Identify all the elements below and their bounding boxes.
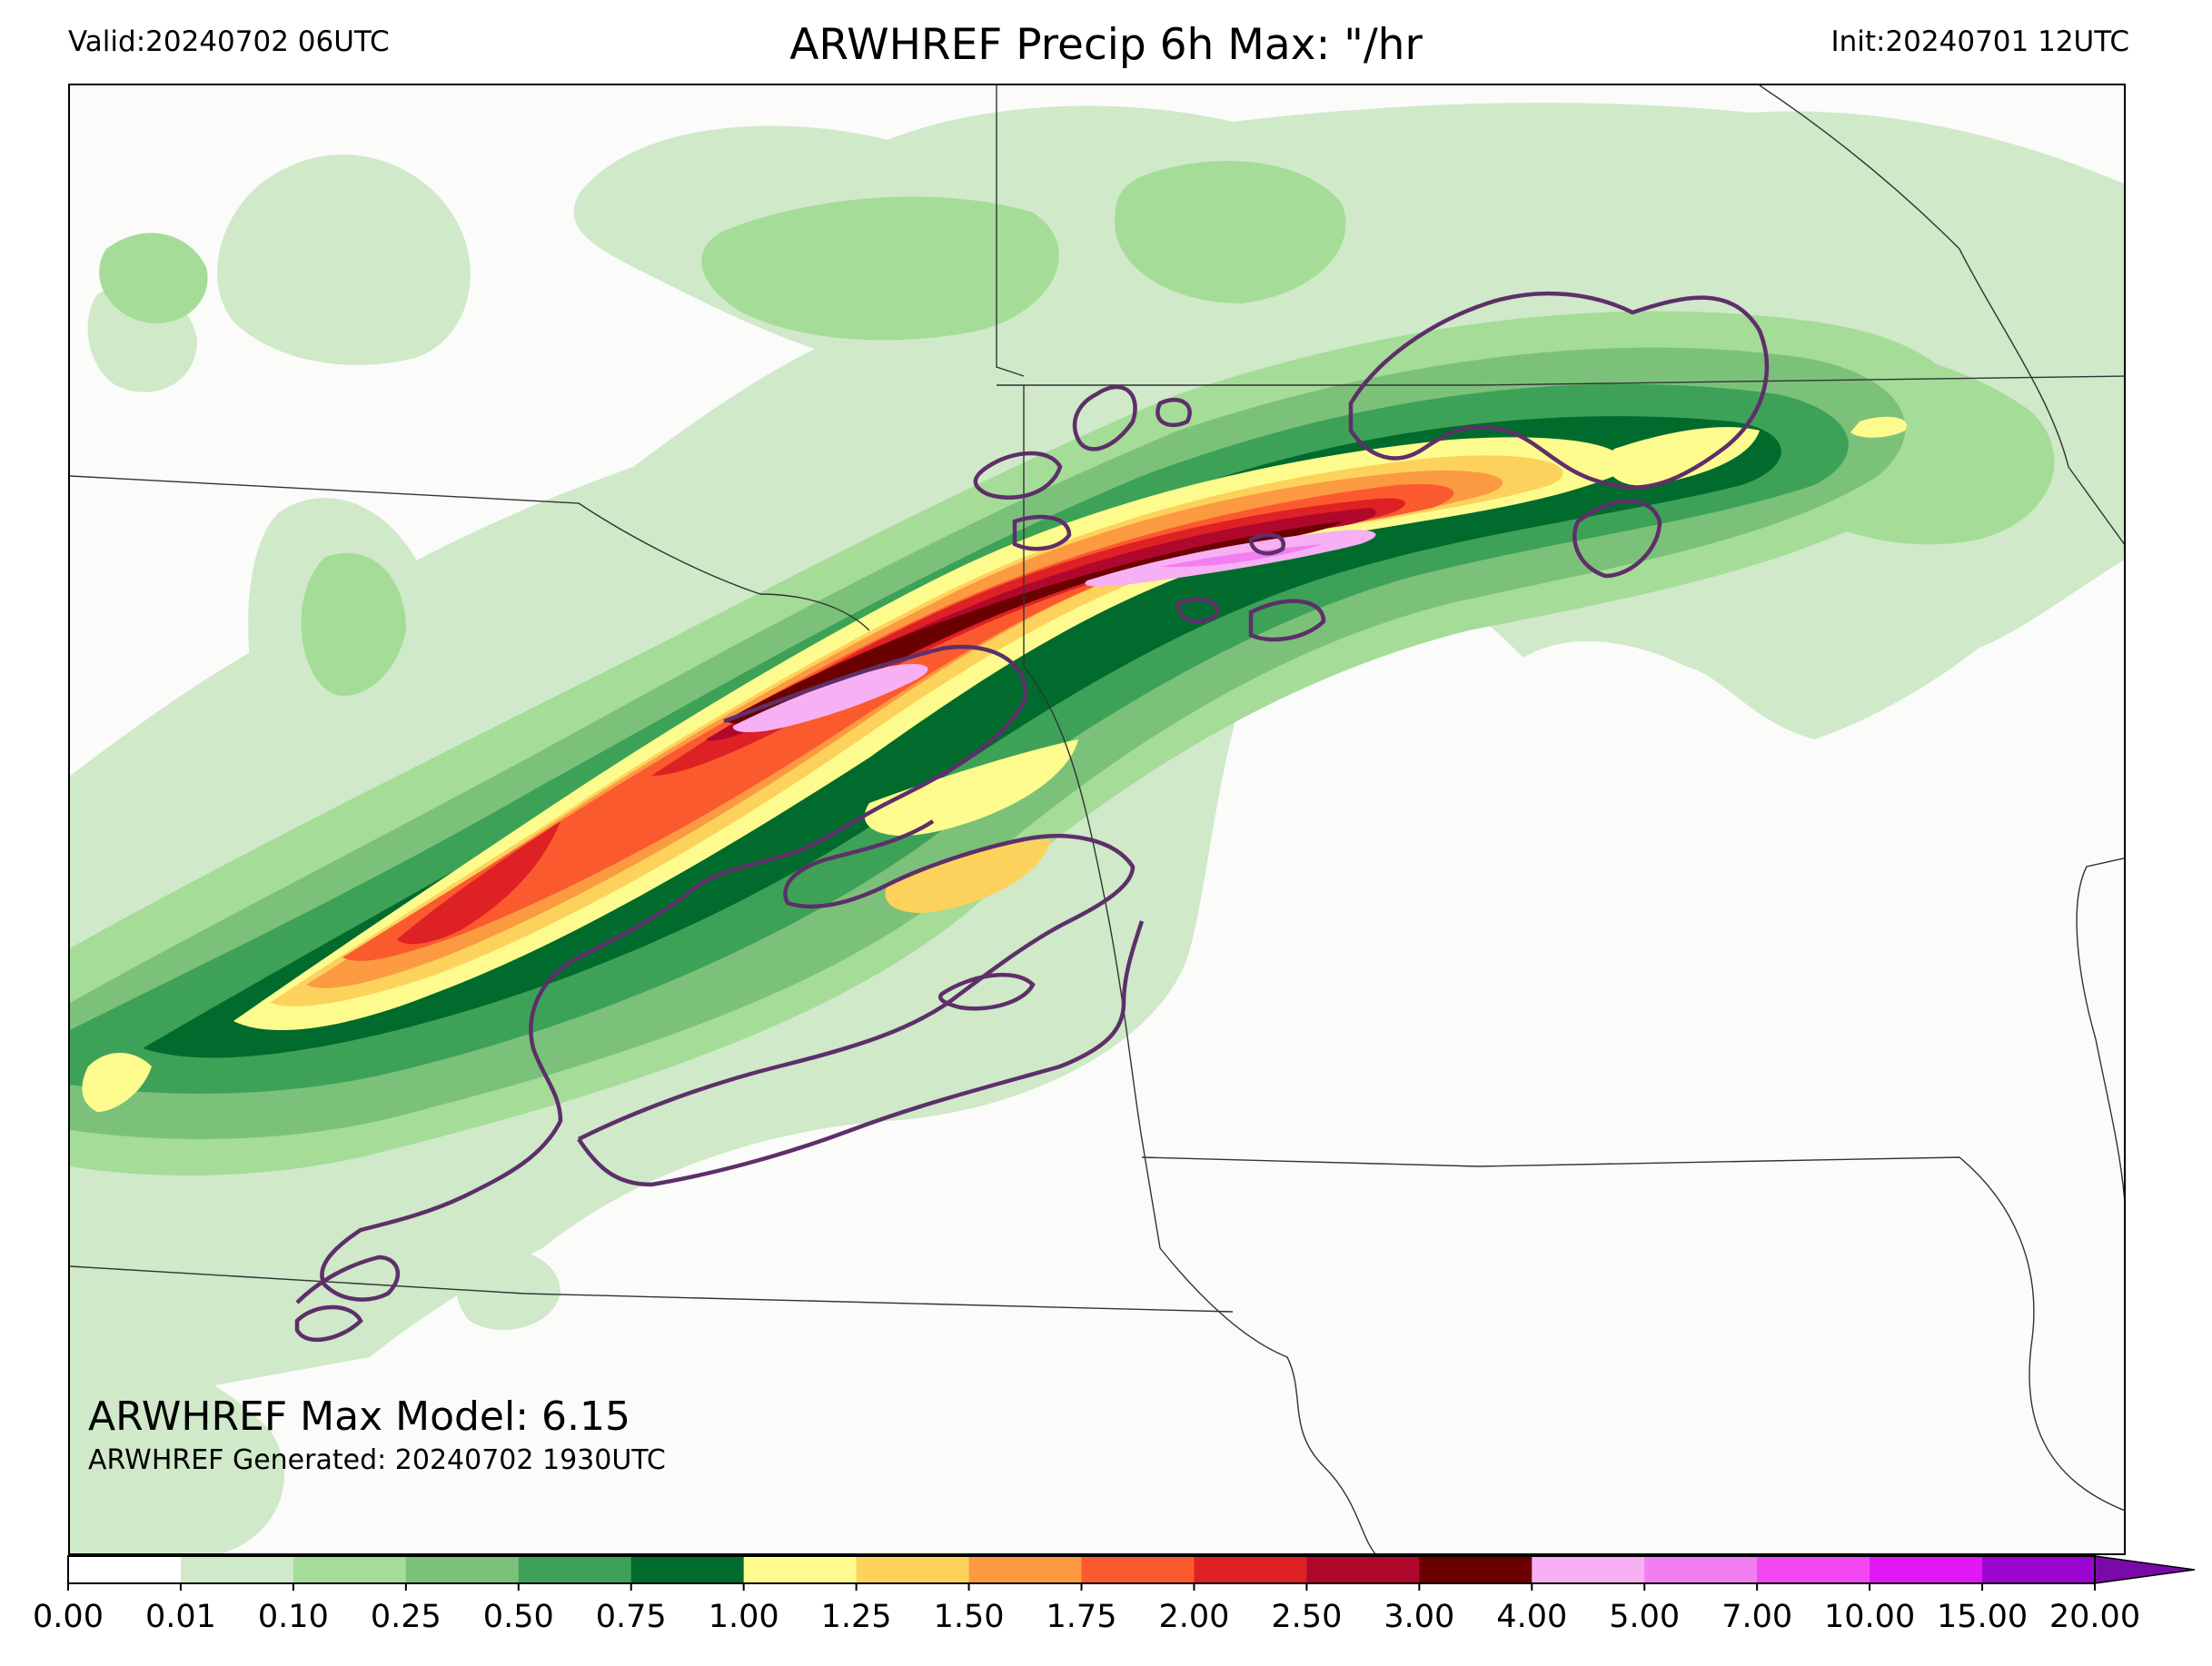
colorbar-tick-label: 1.50 bbox=[933, 1599, 1005, 1635]
colorbar-swatch bbox=[405, 1556, 520, 1583]
colorbar-swatch bbox=[1532, 1556, 1645, 1583]
precip-map: ARWHREF Max Model: 6.15 ARWHREF Generate… bbox=[68, 84, 2126, 1555]
colorbar-tick-label: 4.00 bbox=[1496, 1599, 1568, 1635]
colorbar-swatch bbox=[68, 1556, 182, 1583]
colorbar-swatch bbox=[293, 1556, 407, 1583]
colorbar-tick-label: 1.75 bbox=[1046, 1599, 1117, 1635]
colorbar-tick-label: 0.10 bbox=[257, 1599, 329, 1635]
generated-label: ARWHREF Generated: 20240702 1930UTC bbox=[88, 1444, 666, 1476]
map-title: ARWHREF Precip 6h Max: "/hr bbox=[789, 20, 1423, 70]
colorbar-tick-label: 5.00 bbox=[1609, 1599, 1681, 1635]
colorbar-swatch bbox=[1757, 1556, 1870, 1583]
max-model-label: ARWHREF Max Model: 6.15 bbox=[88, 1393, 630, 1440]
colorbar-tick-label: 0.00 bbox=[33, 1599, 104, 1635]
colorbar-extend-arrow bbox=[2094, 1555, 2196, 1584]
colorbar-swatch bbox=[1306, 1556, 1420, 1583]
map-canvas bbox=[70, 85, 2124, 1553]
colorbar-tick-label: 7.00 bbox=[1721, 1599, 1793, 1635]
colorbar-tick-label: 3.00 bbox=[1384, 1599, 1455, 1635]
colorbar-swatch bbox=[1419, 1556, 1533, 1583]
colorbar-tick-label: 1.25 bbox=[820, 1599, 892, 1635]
colorbar-swatch bbox=[1982, 1556, 2096, 1583]
colorbar-tick-label: 2.00 bbox=[1158, 1599, 1230, 1635]
colorbar-tick-label: 0.25 bbox=[370, 1599, 441, 1635]
colorbar-swatch bbox=[968, 1556, 1082, 1583]
colorbar-swatch bbox=[1194, 1556, 1307, 1583]
colorbar-tick-label: 0.01 bbox=[144, 1599, 216, 1635]
purple-contours bbox=[294, 291, 1769, 1343]
colorbar-swatch bbox=[518, 1556, 632, 1583]
colorbar-tick-label: 1.00 bbox=[708, 1599, 779, 1635]
colorbar-swatch bbox=[1081, 1556, 1195, 1583]
colorbar-tick-label: 0.75 bbox=[595, 1599, 667, 1635]
colorbar-swatch bbox=[856, 1556, 970, 1583]
colorbar-swatch bbox=[180, 1556, 294, 1583]
colorbar-swatch bbox=[1644, 1556, 1758, 1583]
colorbar-tick-label: 15.00 bbox=[1936, 1599, 2028, 1635]
colorbar-swatch bbox=[743, 1556, 858, 1583]
colorbar-tick-label: 20.00 bbox=[2048, 1599, 2141, 1635]
colorbar-swatch bbox=[630, 1556, 745, 1583]
valid-time: Valid:20240702 06UTC bbox=[68, 25, 390, 58]
colorbar-tick-label: 2.50 bbox=[1271, 1599, 1343, 1635]
colorbar-tick-label: 0.50 bbox=[482, 1599, 554, 1635]
colorbar-tick-label: 10.00 bbox=[1824, 1599, 1916, 1635]
colorbar-swatch bbox=[1870, 1556, 1983, 1583]
init-time: Init:20240701 12UTC bbox=[1830, 25, 2129, 58]
